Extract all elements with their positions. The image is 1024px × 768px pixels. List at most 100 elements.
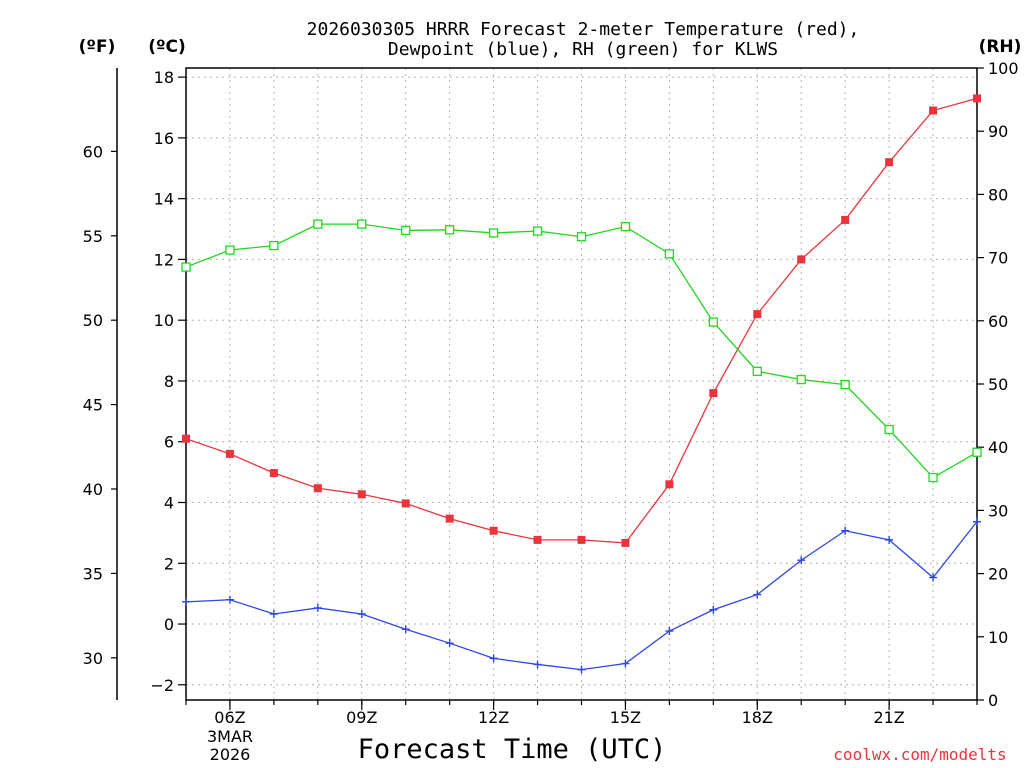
temperature-point [313, 484, 322, 493]
x-tick-label: 12Z [478, 708, 509, 727]
dewpoint-point [797, 556, 806, 565]
rh-point [928, 472, 938, 483]
rh-point [840, 379, 850, 390]
dewpoint-point [445, 639, 454, 648]
rh-tick-label: 20 [988, 565, 1008, 584]
rh-point [357, 219, 367, 229]
chart-title-line1: 2026030305 HRRR Forecast 2-meter Tempera… [307, 19, 860, 40]
rh-unit-label: (RH) [979, 37, 1022, 57]
rh-point [708, 317, 718, 327]
rh-tick-label: 10 [988, 628, 1008, 647]
rh-tick-label: 30 [988, 501, 1008, 520]
x-axis-title: Forecast Time (UTC) [358, 734, 667, 765]
dewpoint-point [665, 627, 674, 636]
rh-point [401, 225, 411, 236]
temperature-point [401, 499, 410, 508]
rh-tick-label: 40 [988, 438, 1008, 457]
fahrenheit-tick-label: 35 [83, 564, 103, 583]
celsius-tick-label: 2 [164, 554, 174, 573]
fahrenheit-tick-label: 40 [83, 480, 103, 499]
rh-point [796, 374, 806, 385]
rh-point [225, 245, 235, 255]
plot-frame [185, 67, 978, 701]
date-label-month: 3MAR [207, 727, 253, 746]
dewpoint-point [357, 610, 366, 619]
temperature-point [577, 535, 586, 544]
temperature-point [621, 538, 630, 547]
rh-point [532, 226, 543, 236]
credit-text: coolwx.com/modelts [833, 745, 1006, 764]
dewpoint-point [929, 573, 938, 582]
dewpoint-point [885, 535, 894, 544]
grid-lines [185, 68, 978, 700]
celsius-unit-label: (ºC) [148, 37, 186, 57]
series-layer [181, 94, 982, 674]
x-tick-label: 15Z [610, 708, 641, 727]
dewpoint-point [225, 595, 234, 604]
rh-point [269, 240, 279, 251]
dewpoint-point [973, 517, 981, 526]
celsius-tick-label: 8 [164, 372, 174, 391]
temperature-point [841, 215, 850, 224]
temperature-point [182, 434, 190, 443]
celsius-tick-label: −2 [150, 676, 174, 695]
temperature-point [929, 106, 938, 115]
celsius-tick-label: 12 [154, 250, 174, 269]
temperature-point [269, 469, 278, 478]
celsius-tick-label: 6 [164, 433, 174, 452]
rh-point [752, 366, 762, 377]
x-tick-label: 09Z [346, 708, 377, 727]
rh-tick-label: 0 [988, 691, 998, 710]
rh-point [884, 424, 894, 435]
fahrenheit-tick-label: 45 [83, 396, 103, 415]
fahrenheit-tick-label: 30 [83, 649, 103, 668]
temperature-point [709, 389, 718, 398]
celsius-tick-label: 10 [154, 311, 174, 330]
rh-tick-label: 70 [988, 249, 1008, 268]
dewpoint-point [841, 526, 850, 535]
rh-point [445, 225, 455, 235]
dewpoint-point [709, 605, 718, 614]
dewpoint-point [489, 654, 498, 663]
rh-tick-label: 80 [988, 185, 1008, 204]
dewpoint-point [621, 659, 630, 668]
rh-tick-label: 100 [988, 59, 1019, 78]
axes [111, 67, 984, 710]
x-tick-label: 18Z [742, 708, 773, 727]
temperature-point [973, 94, 981, 103]
rh-tick-label: 50 [988, 375, 1008, 394]
temperature-point [357, 490, 366, 499]
dewpoint-point [577, 665, 586, 674]
dewpoint-point [401, 625, 410, 634]
celsius-tick-label: 18 [154, 68, 174, 87]
dewpoint-point [753, 590, 762, 599]
temperature-point [445, 514, 454, 523]
x-tick-label: 06Z [214, 708, 245, 727]
x-tick-label: 21Z [873, 708, 904, 727]
temperature-point [665, 480, 674, 489]
temperature-point [753, 310, 762, 319]
fahrenheit-tick-label: 50 [83, 311, 103, 330]
rh-point [664, 249, 675, 259]
temperature-point [225, 449, 234, 458]
rh-point [488, 228, 499, 238]
chart-title-line2: Dewpoint (blue), RH (green) for KLWS [388, 39, 778, 60]
rh-tick-label: 90 [988, 122, 1008, 141]
rh-point [181, 262, 191, 272]
temperature-point [885, 158, 894, 167]
date-label-year: 2026 [210, 745, 251, 764]
dewpoint-point [269, 610, 278, 619]
dewpoint-point [182, 597, 190, 606]
celsius-tick-label: 4 [164, 494, 174, 513]
temperature-point [489, 526, 498, 535]
temperature-point [533, 535, 542, 544]
tick-labels: 181614121086420−260555045403530100908070… [83, 59, 1019, 727]
rh-point [620, 221, 631, 232]
celsius-tick-label: 16 [154, 129, 174, 148]
celsius-tick-label: 14 [154, 190, 174, 209]
rh-point [313, 219, 323, 229]
fahrenheit-tick-label: 60 [83, 142, 103, 161]
rh-point [972, 447, 982, 457]
dewpoint-point [533, 660, 542, 669]
